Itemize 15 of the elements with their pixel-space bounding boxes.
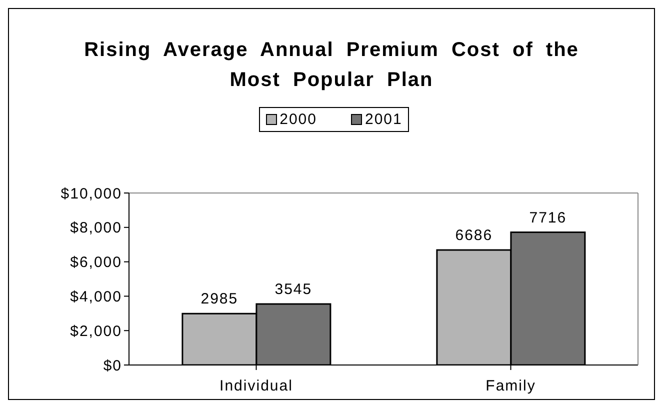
y-tick-label: $0	[103, 357, 122, 374]
data-label: 3545	[274, 281, 312, 298]
y-tick-label: $10,000	[60, 185, 122, 202]
legend-label: 2000	[278, 111, 317, 128]
y-tick-label: $8,000	[70, 220, 122, 237]
data-label: 6686	[455, 227, 493, 244]
data-label: 2985	[200, 290, 238, 308]
x-tick-label: Family	[486, 378, 536, 395]
y-tick-label: $4,000	[70, 288, 122, 306]
x-tick-label: Individual	[220, 378, 293, 395]
y-tick-label: $6,000	[70, 254, 122, 272]
chart-title: Rising Average Annual Premium Cost of the Most Popular Plan	[83, 38, 580, 93]
data-label: 7716	[529, 209, 567, 226]
y-tick-label: $2,000	[70, 322, 122, 340]
legend-label: 2001	[364, 111, 402, 128]
